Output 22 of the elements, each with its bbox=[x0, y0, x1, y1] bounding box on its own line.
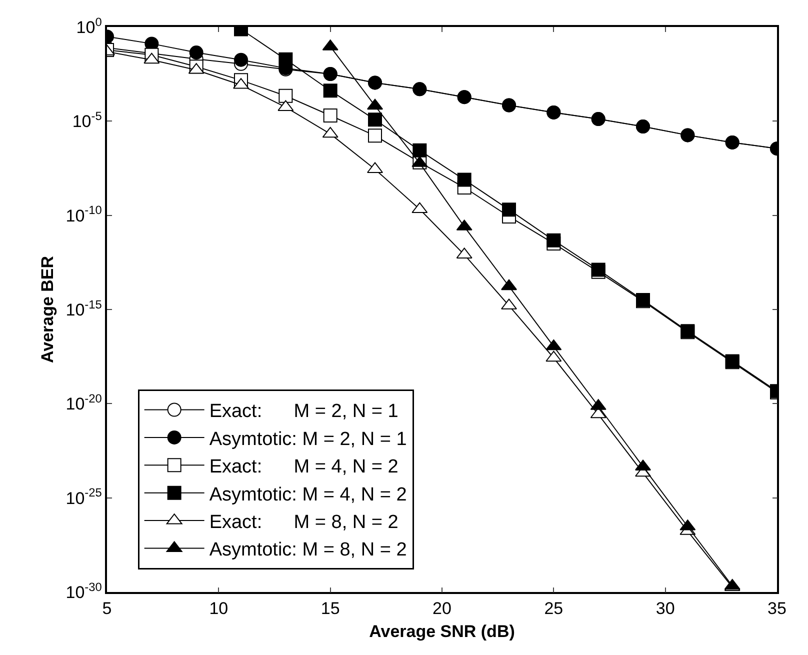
x-tick-label: 30 bbox=[656, 599, 675, 618]
y-axis-title: Average BER bbox=[38, 256, 57, 364]
legend-label: Exact: M = 2, N = 1 bbox=[209, 401, 398, 422]
legend-label: Asymtotic: M = 4, N = 2 bbox=[209, 484, 407, 506]
legend-label: Exact: M = 8, N = 2 bbox=[209, 512, 398, 533]
y-tick-label: 10$^{0}$ bbox=[76, 14, 102, 37]
x-tick-label: 15 bbox=[320, 599, 340, 618]
legend-label: Exact: M = 4, N = 2 bbox=[209, 456, 398, 478]
y-tick-label: 10$^{-15}$ bbox=[66, 297, 102, 320]
x-tick-label: 10 bbox=[209, 599, 228, 618]
y-tick-label: 10$^{-25}$ bbox=[66, 486, 102, 508]
y-tick-label: 10$^{-10}$ bbox=[66, 203, 102, 226]
x-tick-label: 35 bbox=[768, 599, 786, 618]
x-tick-label: 5 bbox=[102, 599, 112, 618]
y-tick-label: 10$^{-20}$ bbox=[66, 391, 102, 414]
y-tick-label: 10$^{-5}$ bbox=[72, 108, 102, 132]
x-tick-label: 25 bbox=[544, 599, 564, 618]
legend-label: Asymtotic: M = 8, N = 2 bbox=[209, 540, 407, 561]
y-tick-label: 10$^{-30}$ bbox=[66, 580, 102, 602]
x-axis-title: Average SNR (dB) bbox=[369, 622, 515, 642]
x-tick-label: 20 bbox=[432, 599, 452, 618]
legend-label: Asymtotic: M = 2, N = 1 bbox=[209, 428, 407, 450]
